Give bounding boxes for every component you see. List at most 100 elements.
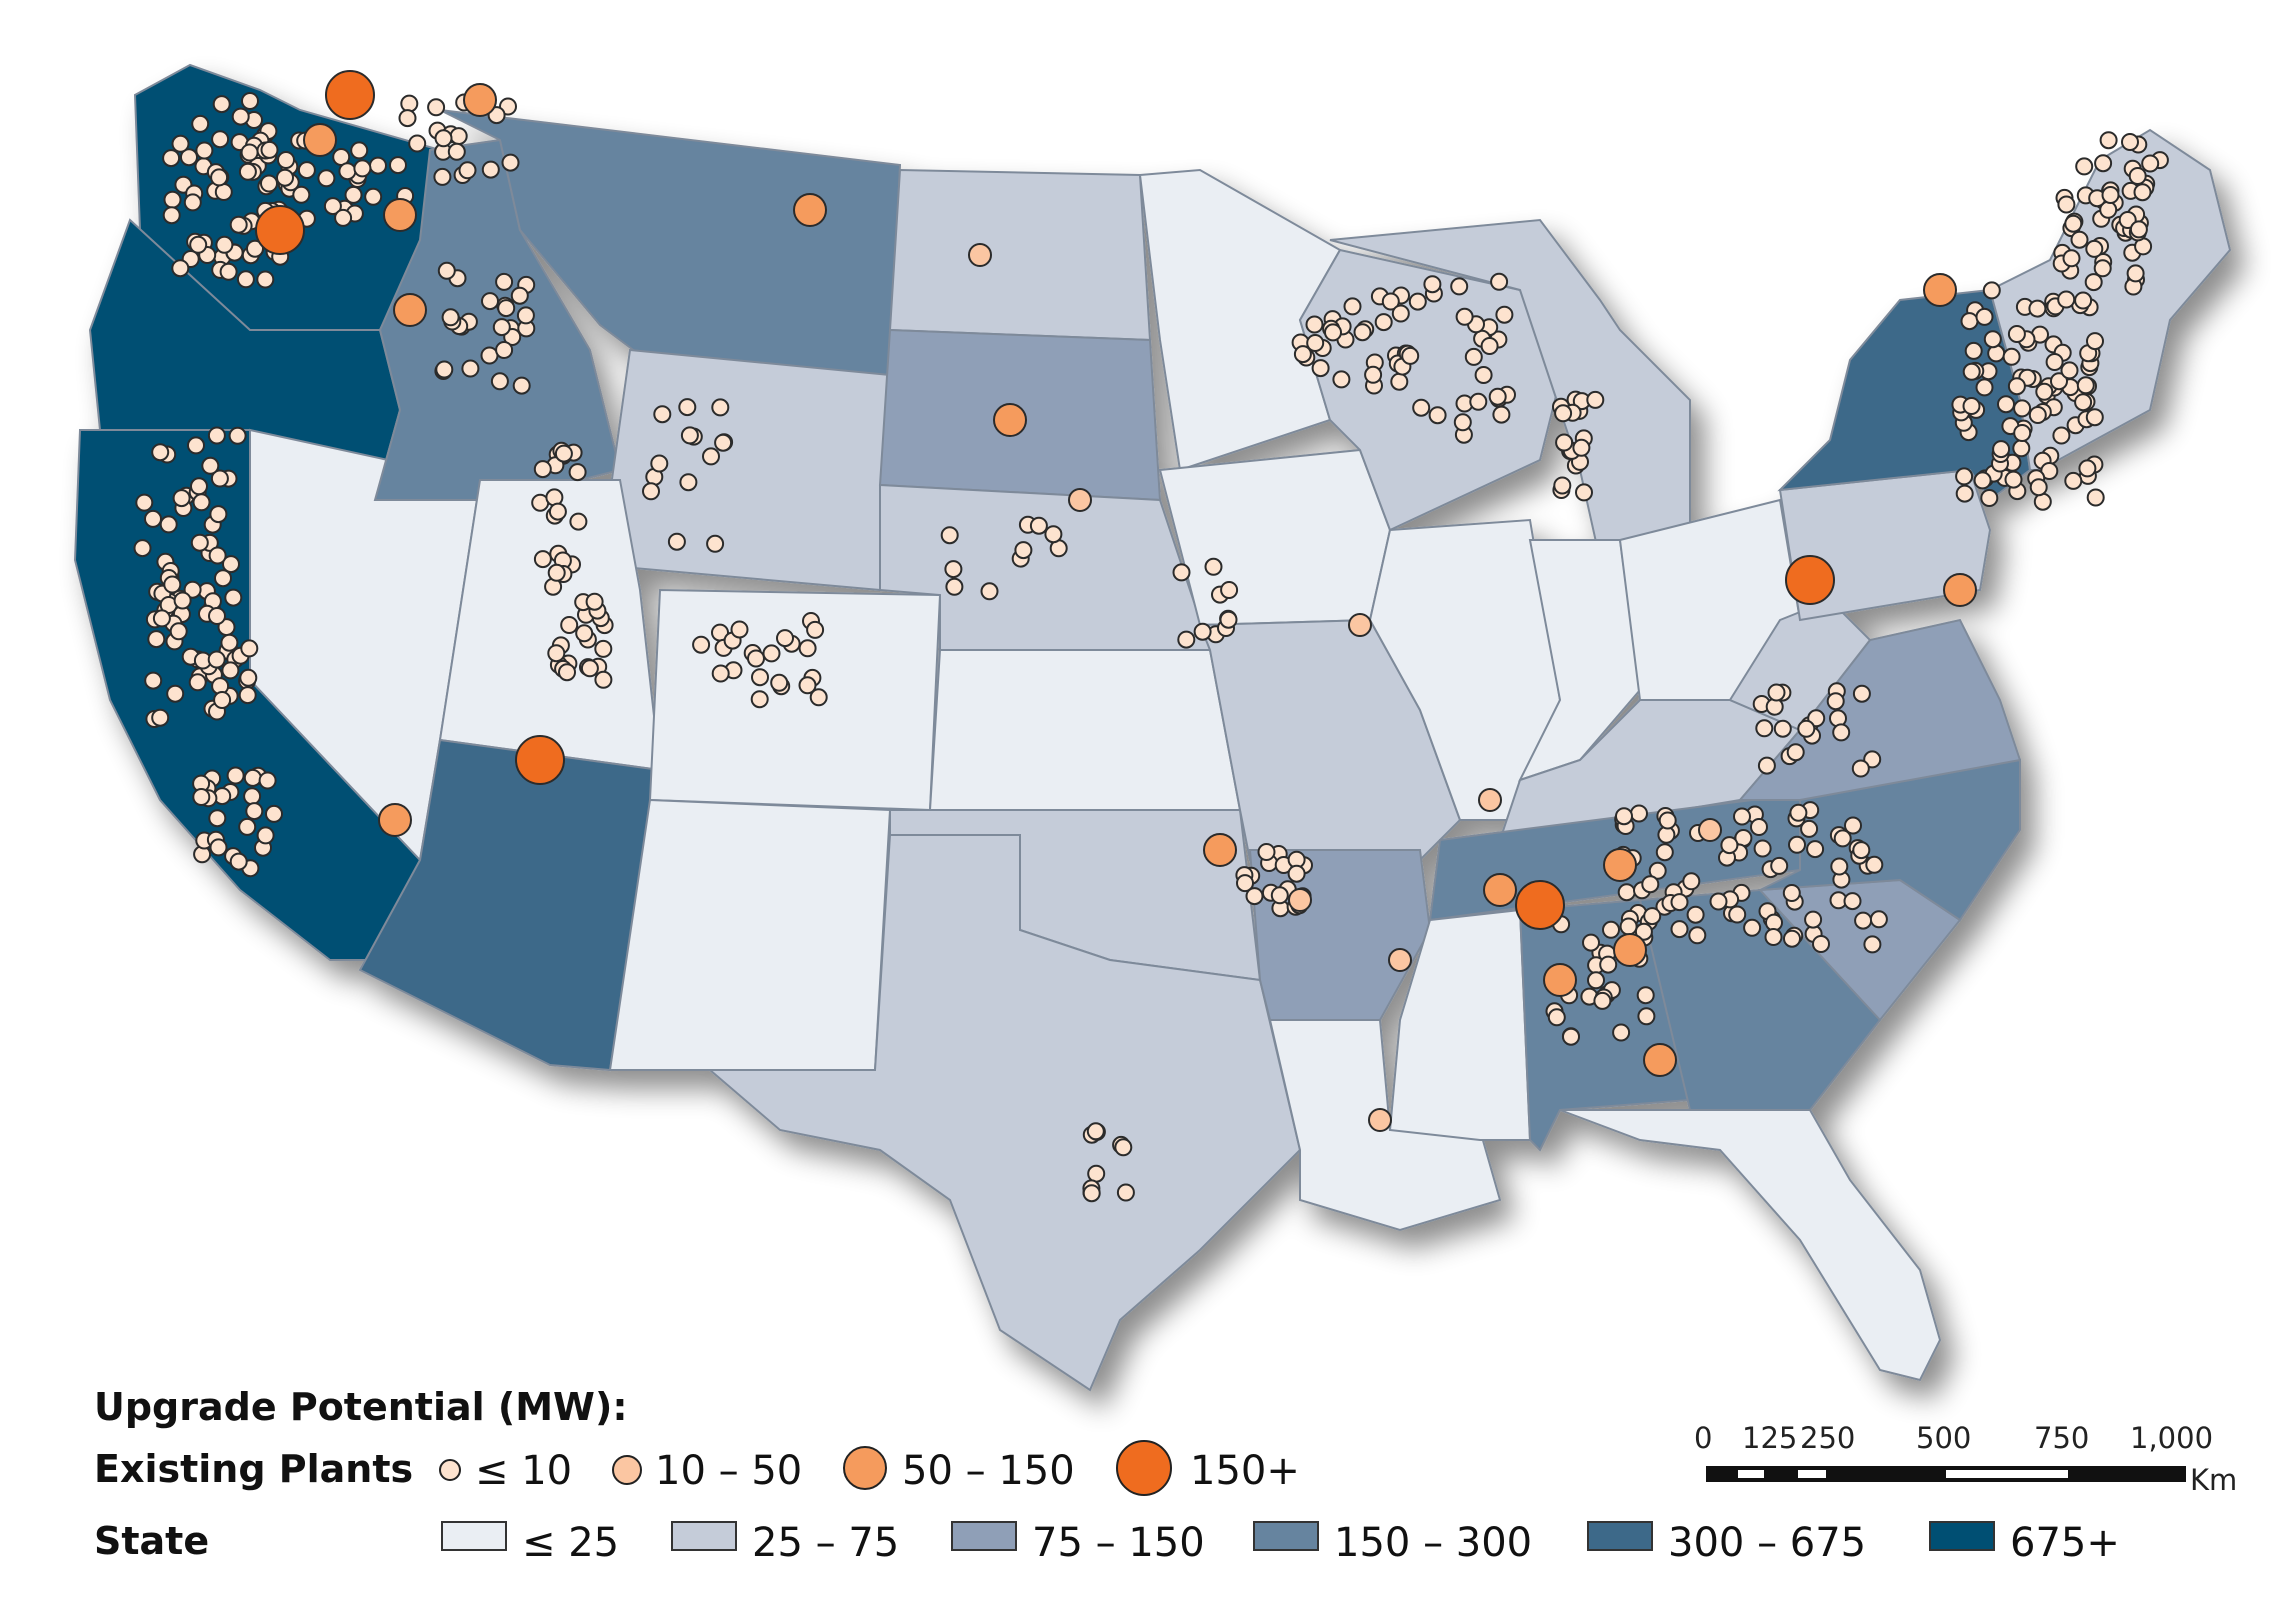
- plant-marker: [144, 671, 163, 690]
- plant-marker: [547, 563, 566, 582]
- plant-marker: [1943, 573, 1977, 607]
- plant-marker: [2126, 264, 2145, 283]
- plant-marker: [2099, 131, 2118, 150]
- plant-marker: [449, 127, 468, 146]
- legend-plant-label-2: 50 – 150: [902, 1448, 1075, 1494]
- scale-tick-750: 750: [2034, 1421, 2089, 1455]
- plant-marker: [2075, 157, 2094, 176]
- state-tx: [707, 834, 1302, 1392]
- plant-marker: [548, 502, 567, 521]
- plant-marker: [492, 318, 511, 337]
- plant-marker: [680, 426, 699, 445]
- plant-marker: [1515, 880, 1565, 930]
- plant-marker: [481, 160, 500, 179]
- plant-marker: [1082, 1184, 1101, 1203]
- plant-marker: [1324, 323, 1342, 342]
- plant-marker: [1029, 516, 1048, 535]
- plant-marker: [1469, 392, 1488, 411]
- plant-marker: [770, 673, 789, 692]
- plant-marker: [1483, 873, 1517, 907]
- plant-marker: [653, 405, 672, 424]
- plant-marker: [1753, 839, 1772, 858]
- plant-marker: [2060, 361, 2079, 380]
- plant-marker: [187, 436, 205, 455]
- plant-marker: [256, 270, 275, 289]
- plant-marker: [798, 676, 817, 695]
- legend-state-label-1: 25 – 75: [752, 1520, 899, 1566]
- legend-plant-symbol-1: [612, 1455, 642, 1485]
- legend-state-label: State: [94, 1519, 209, 1563]
- plant-marker: [575, 624, 594, 643]
- plant-marker: [1786, 743, 1805, 762]
- plant-marker: [2057, 290, 2076, 309]
- legend-state-label-0: ≤ 25: [522, 1520, 619, 1566]
- plant-marker: [208, 607, 226, 625]
- plant-marker: [1603, 848, 1637, 882]
- plant-marker: [711, 664, 730, 683]
- plant-marker: [210, 168, 229, 187]
- plant-marker: [650, 454, 669, 473]
- plant-marker: [1682, 872, 1701, 891]
- plant-marker: [1343, 297, 1362, 316]
- plant-marker: [209, 505, 228, 524]
- plant-marker: [166, 684, 185, 703]
- plant-marker: [147, 630, 166, 649]
- plant-marker: [480, 346, 499, 365]
- state-fl: [1559, 1109, 1942, 1382]
- plant-marker: [1553, 476, 1572, 495]
- plant-marker: [215, 235, 234, 254]
- plant-marker: [1613, 933, 1647, 967]
- plant-marker: [1612, 1023, 1631, 1042]
- plant-marker: [162, 149, 181, 168]
- plant-marker: [427, 98, 446, 117]
- plant-marker: [993, 403, 1027, 437]
- plant-marker: [1686, 905, 1705, 924]
- state-ut: [438, 479, 662, 772]
- plant-marker: [180, 148, 198, 167]
- plant-marker: [398, 109, 417, 128]
- plant-marker: [255, 205, 305, 255]
- plant-marker: [1806, 840, 1825, 859]
- plant-marker: [2086, 488, 2105, 507]
- plant-marker: [207, 650, 226, 669]
- plant-marker: [213, 691, 232, 709]
- plant-marker: [1464, 347, 1483, 366]
- plant-marker: [1789, 803, 1808, 822]
- plant-marker: [1851, 759, 1870, 778]
- state-nc: [1759, 758, 2021, 922]
- plant-marker: [1087, 1164, 1106, 1183]
- plant-marker: [1757, 756, 1776, 775]
- plant-marker: [1980, 489, 1999, 507]
- plant-marker: [183, 193, 202, 212]
- plant-marker: [2121, 133, 2139, 151]
- plant-marker: [1068, 488, 1092, 512]
- plant-marker: [239, 668, 258, 687]
- plant-marker: [214, 183, 233, 201]
- plant-marker: [1852, 841, 1871, 860]
- plant-marker: [1728, 905, 1747, 924]
- plant-marker: [224, 588, 243, 607]
- plant-marker: [1086, 1122, 1105, 1141]
- plant-marker: [209, 838, 228, 857]
- plant-marker: [2141, 154, 2160, 173]
- plant-marker: [1844, 816, 1862, 835]
- plant-marker: [501, 153, 520, 172]
- plant-marker: [236, 270, 255, 289]
- plant-marker: [226, 766, 245, 785]
- legend-plant-symbol-0: [439, 1459, 461, 1481]
- plant-marker: [1983, 330, 2002, 349]
- state-co: [648, 588, 942, 812]
- state-ar: [1248, 849, 1432, 1021]
- plant-marker: [303, 123, 337, 157]
- plant-marker: [1236, 874, 1254, 893]
- plant-marker: [1869, 910, 1888, 929]
- plant-marker: [1288, 888, 1312, 912]
- plant-marker: [1388, 948, 1412, 972]
- plant-marker: [256, 826, 275, 845]
- plant-marker: [195, 141, 214, 160]
- plant-marker: [751, 668, 769, 687]
- plant-marker: [2033, 492, 2052, 511]
- plant-marker: [1982, 281, 2001, 300]
- scale-bar: 0 125 250 500 750 1,000 Km: [1694, 1421, 2237, 1497]
- plant-marker: [2050, 372, 2068, 391]
